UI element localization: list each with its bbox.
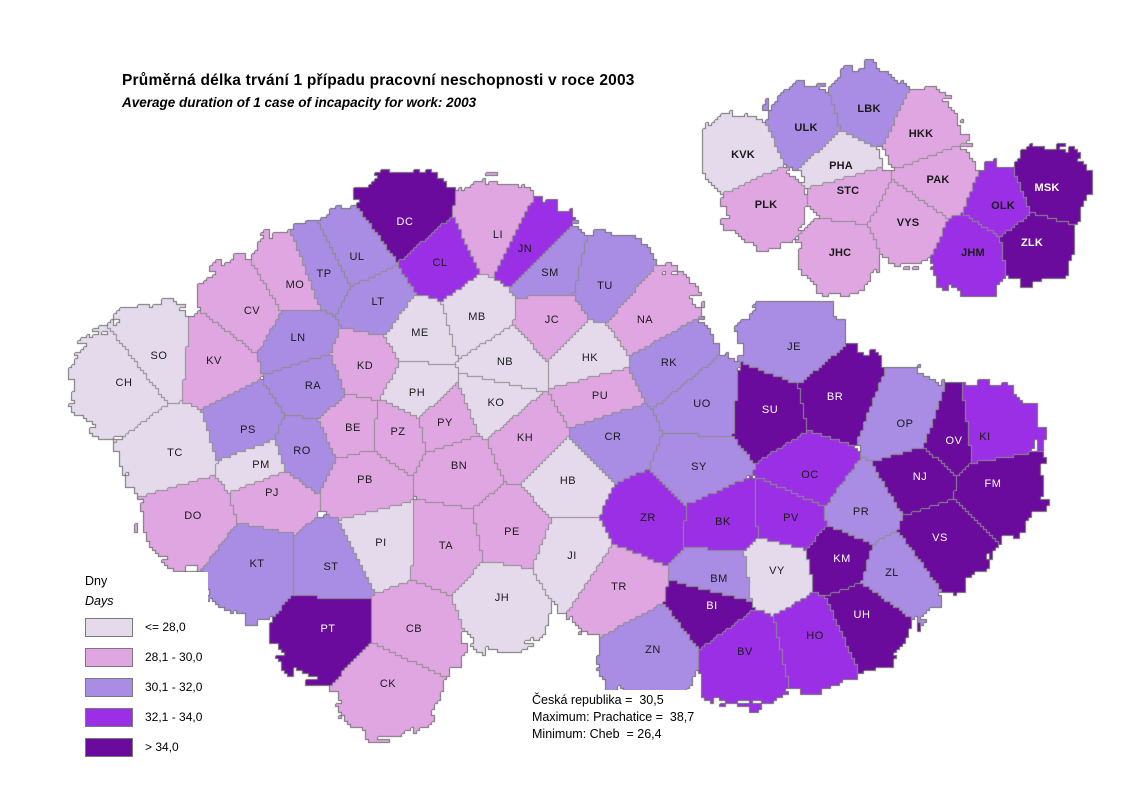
legend-label-class5: > 34,0 <box>145 740 179 754</box>
legend-row: <= 28,0 <box>85 617 202 637</box>
stat-minimum: Minimum: Cheb = 26,4 <box>532 727 662 741</box>
legend-label-class2: 28,1 - 30,0 <box>145 650 203 664</box>
legend: Dny Days <= 28,0 28,1 - 30,0 30,1 - 32,0… <box>83 572 209 772</box>
legend-label-class3: 30,1 - 32,0 <box>145 680 203 694</box>
stat-country-average: Česká republika = 30,5 <box>532 693 664 707</box>
legend-label-class1: <= 28,0 <box>145 620 186 634</box>
legend-swatch-class1 <box>85 617 133 637</box>
statistics-block: Česká republika = 30,5 Maximum: Prachati… <box>526 690 701 745</box>
legend-title-english: Days <box>85 594 114 608</box>
legend-swatch-class3 <box>85 677 133 697</box>
legend-swatch-class2 <box>85 647 133 667</box>
legend-swatch-class5 <box>85 737 133 757</box>
page-subtitle: Average duration of 1 case of incapacity… <box>122 95 477 110</box>
legend-swatch-class4 <box>85 707 133 727</box>
title-block: Průměrná délka trvání 1 případu pracovní… <box>122 70 639 112</box>
legend-row: 28,1 - 30,0 <box>85 647 203 667</box>
legend-row: 30,1 - 32,0 <box>85 677 203 697</box>
legend-title-czech: Dny <box>85 574 108 588</box>
legend-row: > 34,0 <box>85 737 202 757</box>
stat-maximum: Maximum: Prachatice = 38,7 <box>532 710 695 724</box>
page-title: Průměrná délka trvání 1 případu pracovní… <box>122 72 635 89</box>
legend-label-class4: 32,1 - 34,0 <box>145 710 203 724</box>
legend-row: 32,1 - 34,0 <box>85 707 203 727</box>
